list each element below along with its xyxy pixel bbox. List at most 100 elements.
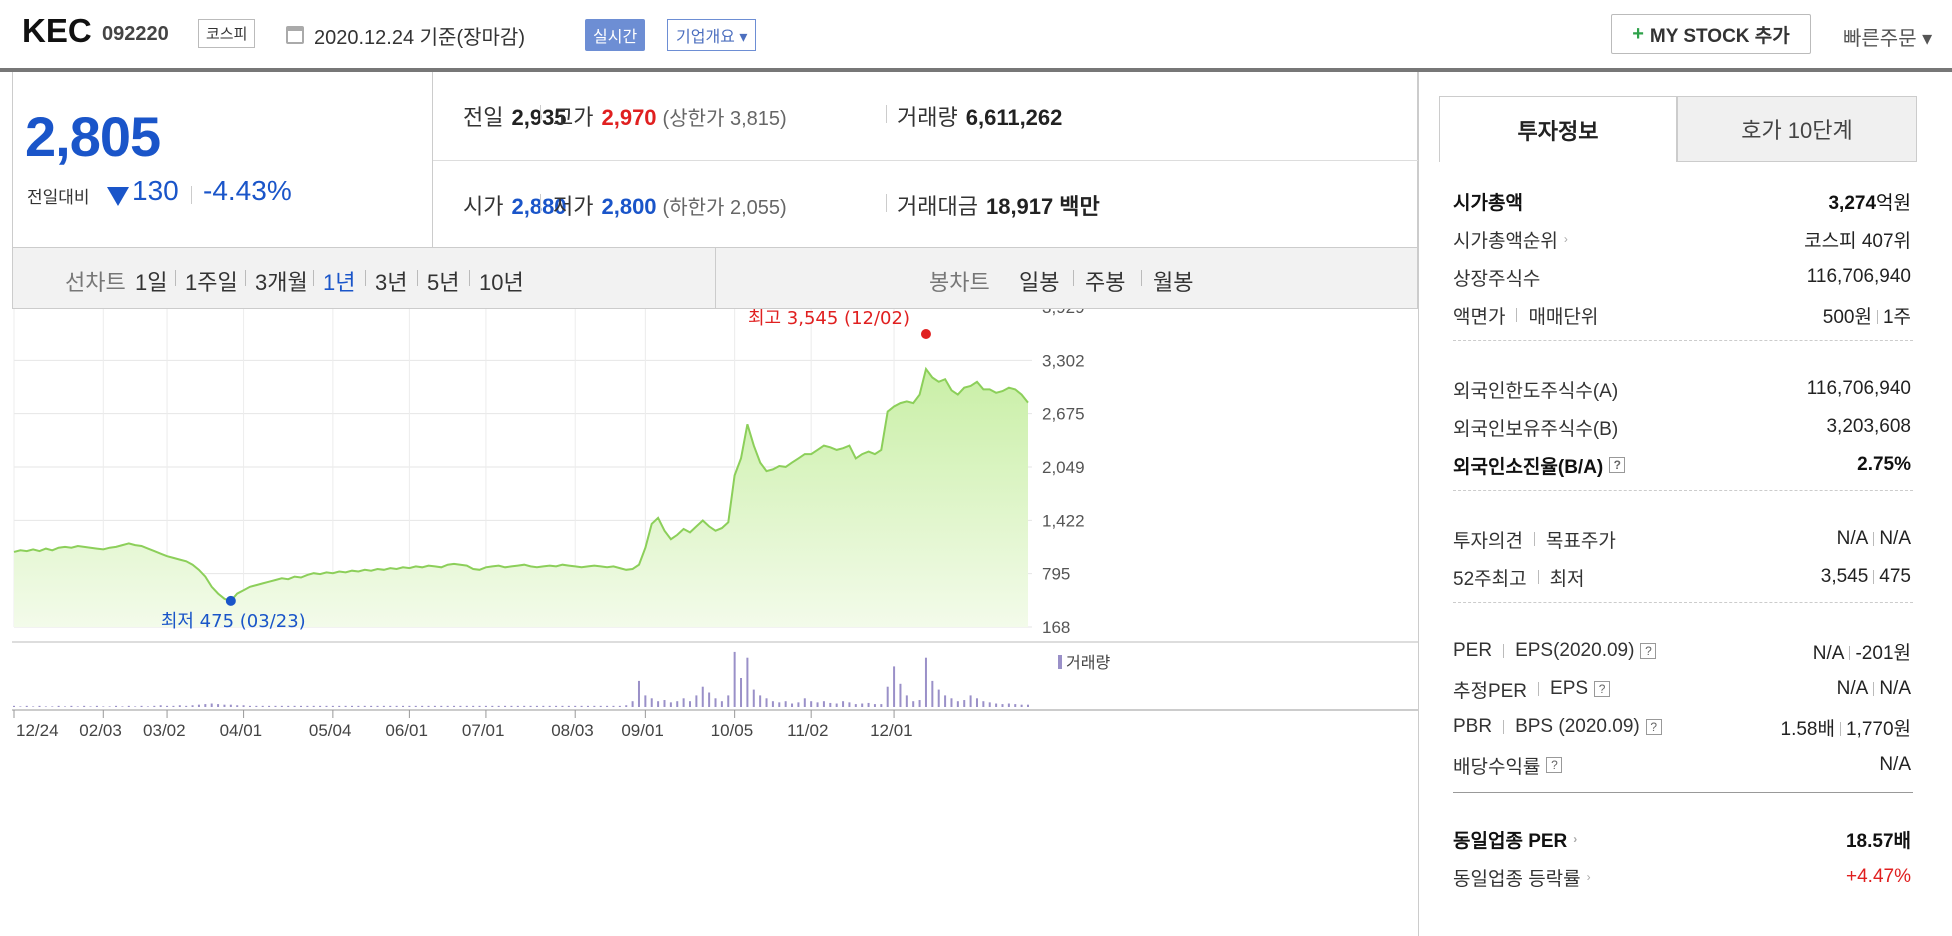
- volume-bar: [268, 705, 271, 707]
- volume-bar: [376, 705, 379, 707]
- info-label-text: EPS(2020.09): [1515, 640, 1635, 661]
- y-tick-label: 1,422: [1042, 511, 1085, 530]
- tab-3y[interactable]: 3년: [375, 270, 408, 295]
- volume-bar: [351, 705, 353, 707]
- volume-bar: [988, 702, 991, 707]
- tab-3m[interactable]: 3개월: [255, 270, 308, 295]
- volume-bar: [969, 695, 972, 707]
- volume-bar: [319, 705, 322, 707]
- volume-bar: [427, 705, 430, 707]
- high-marker: [920, 329, 931, 339]
- volume-bar: [166, 705, 169, 707]
- volume-bar: [153, 705, 156, 707]
- help-icon[interactable]: ?: [1640, 643, 1657, 659]
- chevron-right-icon[interactable]: ›: [1586, 870, 1591, 884]
- tab-1y[interactable]: 1년: [323, 270, 356, 295]
- info-value: 1.58배 1,770원: [1781, 714, 1912, 741]
- volume-legend: 거래량: [1066, 653, 1110, 672]
- my-stock-add-button[interactable]: + MY STOCK 추가: [1611, 14, 1811, 54]
- tab-1w[interactable]: 1주일: [185, 270, 238, 295]
- x-tick-label: 04/01: [220, 721, 263, 740]
- volume-bar: [599, 705, 602, 707]
- info-label: 상장주식수: [1453, 264, 1540, 291]
- volume: 거래량 6,611,262: [897, 100, 1062, 132]
- tab-investment-info[interactable]: 투자정보: [1439, 96, 1677, 162]
- upper-limit: (상한가 3,815): [662, 108, 787, 130]
- info-value-text: 500원: [1822, 306, 1872, 328]
- volume-bar: [25, 705, 28, 707]
- info-label-text: 외국인소진율(B/A): [1453, 456, 1604, 478]
- volume-bar: [944, 695, 947, 707]
- trade-amount: 거래대금 18,917 백만: [897, 189, 1100, 221]
- x-tick-label: 11/02: [787, 721, 828, 740]
- volume-bar: [382, 705, 385, 707]
- info-row: 배당수익률? N/A: [1453, 750, 1911, 780]
- high-price: 고가 2,970 (상한가 3,815): [553, 100, 787, 132]
- line-chart-title: 선차트: [65, 270, 126, 295]
- tab-5y[interactable]: 5년: [427, 270, 460, 295]
- volume-bar: [701, 686, 704, 707]
- volume-bar: [586, 705, 589, 707]
- info-value-text: N/A: [1879, 678, 1911, 699]
- divider: [1141, 270, 1142, 286]
- x-tick-label: 10/05: [711, 721, 754, 740]
- company-overview-dropdown[interactable]: 기업개요 ▾: [667, 19, 757, 51]
- tab-weekly[interactable]: 주봉: [1085, 270, 1126, 295]
- info-label: 외국인소진율(B/A)?: [1453, 452, 1626, 479]
- x-tick-label: 07/01: [462, 721, 505, 740]
- volume-bar: [861, 703, 864, 707]
- x-tick-label: 02/03: [79, 721, 122, 740]
- tab-1d[interactable]: 1일: [135, 270, 168, 295]
- high-value: 2,970: [601, 105, 657, 130]
- divider: [1537, 570, 1539, 584]
- help-icon[interactable]: ?: [1594, 681, 1611, 697]
- x-tick-label: 12/01: [870, 721, 913, 740]
- volume-bar: [459, 705, 462, 707]
- volume-bar: [1014, 704, 1017, 707]
- volume-bar: [472, 705, 475, 707]
- low-value: 2,800: [601, 194, 657, 219]
- info-label-text: 배당수익률: [1453, 756, 1541, 778]
- chevron-right-icon[interactable]: ›: [1573, 832, 1578, 846]
- volume-bar: [344, 705, 347, 707]
- volume-bar: [689, 701, 691, 707]
- volume-bar: [236, 705, 239, 707]
- info-row: 시가총액 3,274억원: [1453, 186, 1911, 216]
- divider: [417, 270, 418, 286]
- help-icon[interactable]: ?: [1609, 457, 1626, 473]
- tab-10y[interactable]: 10년: [479, 270, 524, 295]
- tab-order-book[interactable]: 호가 10단계: [1677, 96, 1917, 162]
- divider: [1876, 310, 1878, 325]
- info-value: N/A: [1879, 754, 1911, 776]
- help-icon[interactable]: ?: [1645, 719, 1662, 735]
- volume-bar: [854, 704, 857, 707]
- info-label: 외국인보유주식수(B): [1453, 414, 1618, 441]
- info-label-text: 시가총액: [1453, 192, 1523, 214]
- volume-bar: [102, 706, 105, 707]
- quick-order-dropdown[interactable]: 빠른주문 ▾: [1843, 28, 1933, 50]
- x-tick-label: 12/24: [16, 721, 59, 740]
- volume-bar: [261, 705, 264, 707]
- chevron-right-icon[interactable]: ›: [1563, 232, 1568, 246]
- stock-header: KEC 092220 코스피 2020.12.24 기준(장마감) 실시간 기업…: [0, 0, 1952, 72]
- info-value: N/A N/A: [1837, 678, 1911, 700]
- volume-bar: [242, 705, 245, 707]
- info-label-text: 시가총액순위: [1453, 230, 1558, 252]
- volume-bar: [83, 705, 86, 707]
- volume-bar: [325, 705, 328, 707]
- volume-bar: [829, 702, 832, 707]
- realtime-button[interactable]: 실시간: [585, 19, 646, 51]
- volume-bar: [657, 701, 660, 707]
- help-icon[interactable]: ?: [1546, 757, 1563, 773]
- company-name: KEC: [22, 12, 92, 49]
- volume-bar: [733, 651, 736, 707]
- tab-monthly[interactable]: 월봉: [1153, 270, 1194, 295]
- info-label-text: PBR: [1453, 716, 1493, 737]
- volume-bar: [612, 705, 615, 707]
- volume-bar: [204, 704, 207, 707]
- divider: [886, 194, 887, 212]
- tab-daily[interactable]: 일봉: [1019, 270, 1060, 295]
- volume-bar: [76, 706, 79, 707]
- volume-bar: [593, 705, 596, 707]
- volume-bar: [504, 705, 507, 707]
